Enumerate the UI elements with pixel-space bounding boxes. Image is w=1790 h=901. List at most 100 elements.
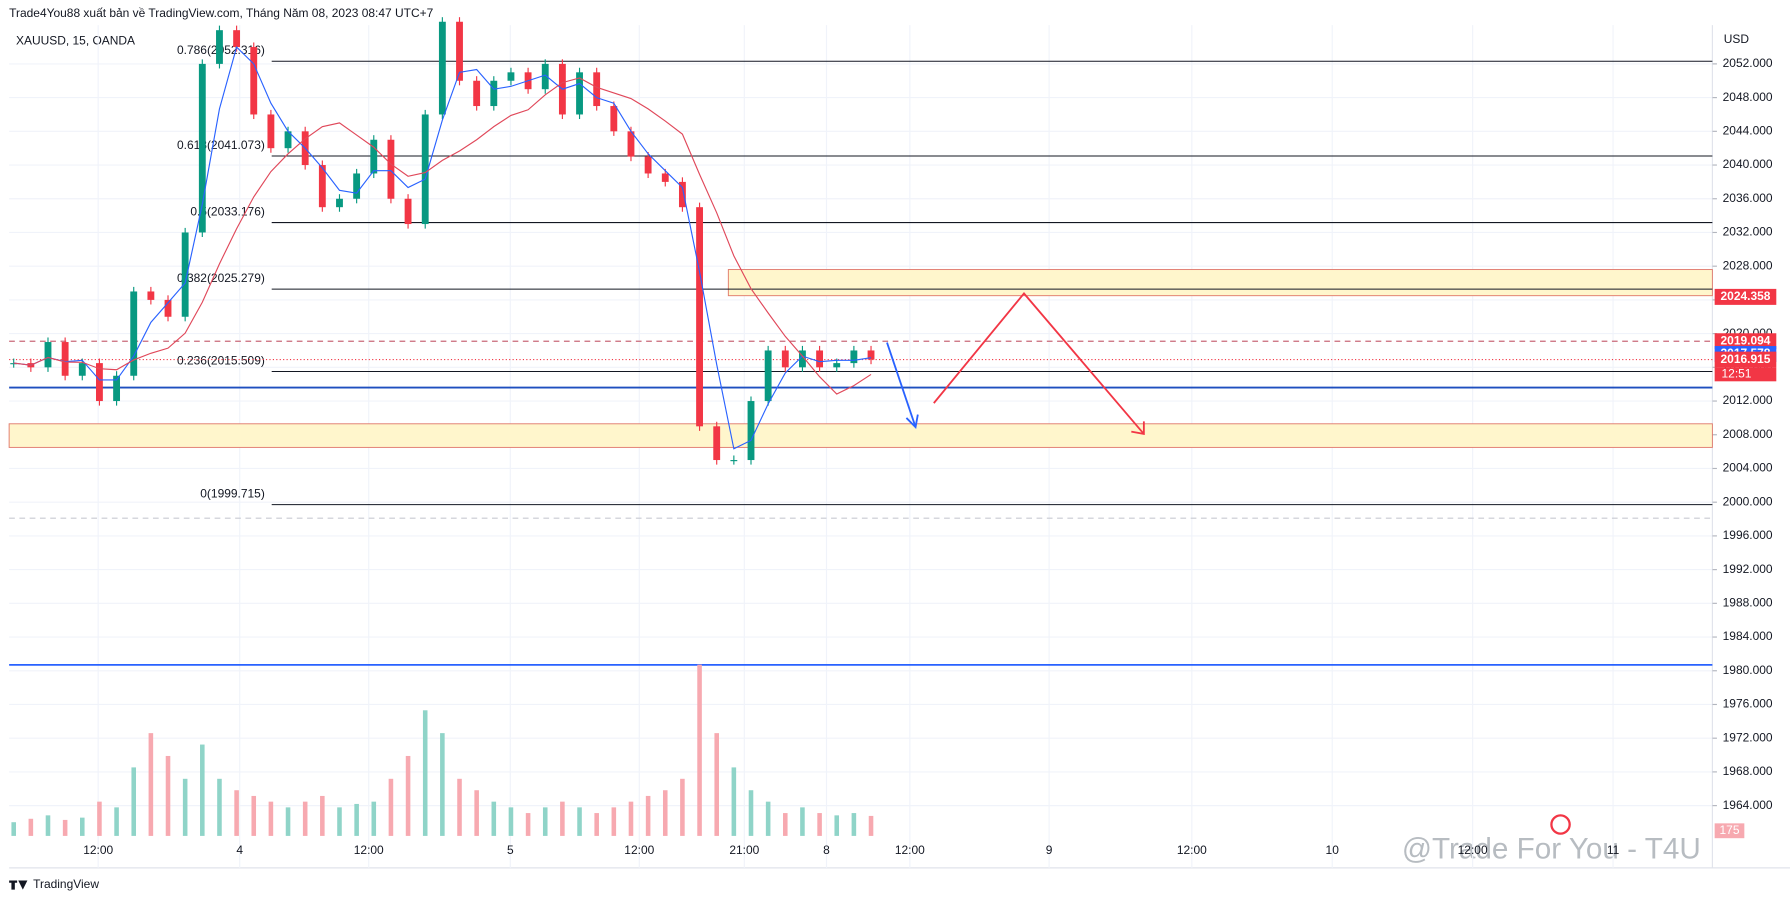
candle bbox=[353, 173, 361, 199]
volume-bar bbox=[200, 744, 205, 836]
volume-bar bbox=[457, 778, 462, 836]
candle bbox=[387, 139, 395, 199]
candle bbox=[593, 72, 601, 107]
volume-bar bbox=[422, 710, 428, 836]
currency: USD bbox=[1724, 32, 1750, 46]
candle bbox=[370, 139, 378, 174]
symbol: XAUUSD, 15, OANDA bbox=[16, 33, 135, 47]
volume-bar bbox=[268, 801, 274, 836]
volume-bar bbox=[114, 807, 119, 836]
moving-average bbox=[13, 45, 872, 450]
arrow-head bbox=[1131, 421, 1145, 436]
volume-bar bbox=[285, 807, 291, 836]
volume-bar bbox=[680, 778, 685, 836]
candle bbox=[661, 173, 669, 182]
drawings bbox=[886, 292, 1145, 436]
footer: TradingView bbox=[33, 877, 99, 891]
fib-label: 0.618(2041.073) bbox=[177, 138, 265, 152]
zone bbox=[8, 423, 1713, 448]
price-label: 2044.000 bbox=[1723, 123, 1773, 137]
time-label: 12:00 bbox=[624, 843, 654, 857]
candle bbox=[541, 63, 549, 90]
time-label: 11 bbox=[1607, 843, 1620, 857]
candle bbox=[627, 131, 635, 157]
volume-bar bbox=[834, 815, 840, 836]
time-label: 10 bbox=[1326, 843, 1340, 857]
candle bbox=[267, 114, 275, 149]
candle bbox=[44, 342, 52, 368]
volume-bar bbox=[28, 818, 34, 836]
candle bbox=[610, 106, 618, 132]
volume-bar bbox=[148, 733, 154, 836]
candle bbox=[233, 30, 241, 48]
candle bbox=[644, 156, 652, 174]
volume-bar bbox=[817, 813, 822, 836]
volume-bar bbox=[337, 807, 342, 836]
candle bbox=[198, 63, 206, 233]
fib-label: 0.236(2015.509) bbox=[177, 353, 265, 367]
badge-label: 2016.915 bbox=[1721, 352, 1771, 366]
time-label: 4 bbox=[236, 843, 243, 857]
candle bbox=[799, 350, 806, 368]
price-label: 1968.000 bbox=[1723, 764, 1773, 778]
volume-bar bbox=[80, 817, 85, 836]
blue-arrow bbox=[886, 342, 917, 428]
time-label: 12:00 bbox=[1177, 843, 1207, 857]
candle bbox=[78, 363, 86, 376]
candle bbox=[96, 363, 103, 402]
time-label: 12:00 bbox=[354, 843, 384, 857]
volume-bar bbox=[302, 801, 308, 836]
candle bbox=[867, 350, 875, 360]
price-label: 2004.000 bbox=[1723, 461, 1773, 475]
candle bbox=[850, 350, 858, 364]
price-label: 2008.000 bbox=[1723, 427, 1773, 441]
volume-bar bbox=[508, 807, 514, 836]
time-label: 12:00 bbox=[83, 843, 113, 857]
candle bbox=[456, 21, 463, 81]
volume-bar bbox=[714, 733, 719, 836]
volume-bar bbox=[440, 733, 445, 836]
candle bbox=[181, 232, 189, 317]
time-label: 12:00 bbox=[1458, 843, 1488, 857]
price-label: 1976.000 bbox=[1723, 697, 1773, 711]
candle bbox=[764, 350, 772, 402]
countdown: 12:51 bbox=[1722, 367, 1752, 381]
logo bbox=[9, 880, 28, 890]
price-label: 1972.000 bbox=[1723, 730, 1773, 744]
candle bbox=[336, 198, 343, 208]
flag-icon bbox=[1550, 814, 1571, 835]
volume-bar bbox=[525, 813, 531, 836]
price-label: 1984.000 bbox=[1723, 629, 1773, 643]
candle bbox=[781, 350, 789, 368]
volume-bar bbox=[731, 767, 737, 836]
candle bbox=[833, 363, 841, 368]
countdown-badge bbox=[1714, 367, 1777, 382]
volume-bar bbox=[645, 795, 651, 836]
volume-bar bbox=[182, 778, 188, 836]
price-label: 1996.000 bbox=[1723, 528, 1773, 542]
badge-label: 2019.094 bbox=[1721, 333, 1771, 347]
volume-bar bbox=[851, 813, 857, 836]
watermark: @Trade For You - T4U bbox=[1402, 833, 1701, 866]
price-badge bbox=[1714, 288, 1777, 305]
volume-bar bbox=[697, 664, 702, 836]
volume-bar bbox=[354, 803, 359, 836]
volume-bar bbox=[491, 801, 497, 836]
volume-bar bbox=[628, 801, 634, 836]
price-label: 2036.000 bbox=[1723, 191, 1773, 205]
candle bbox=[61, 342, 69, 376]
volume-bar bbox=[320, 795, 325, 836]
volume-bar bbox=[217, 778, 222, 836]
candle bbox=[421, 114, 429, 225]
volume-bar bbox=[577, 807, 582, 836]
volume-bar bbox=[45, 815, 51, 836]
volume-label: 175 bbox=[1720, 823, 1740, 837]
price-label: 2028.000 bbox=[1723, 258, 1773, 272]
price-label: 2040.000 bbox=[1723, 157, 1773, 171]
volume-bar bbox=[783, 813, 788, 836]
volume-badge bbox=[1714, 823, 1745, 839]
price-label: 2012.000 bbox=[1723, 393, 1773, 407]
volume-bar bbox=[405, 755, 411, 836]
